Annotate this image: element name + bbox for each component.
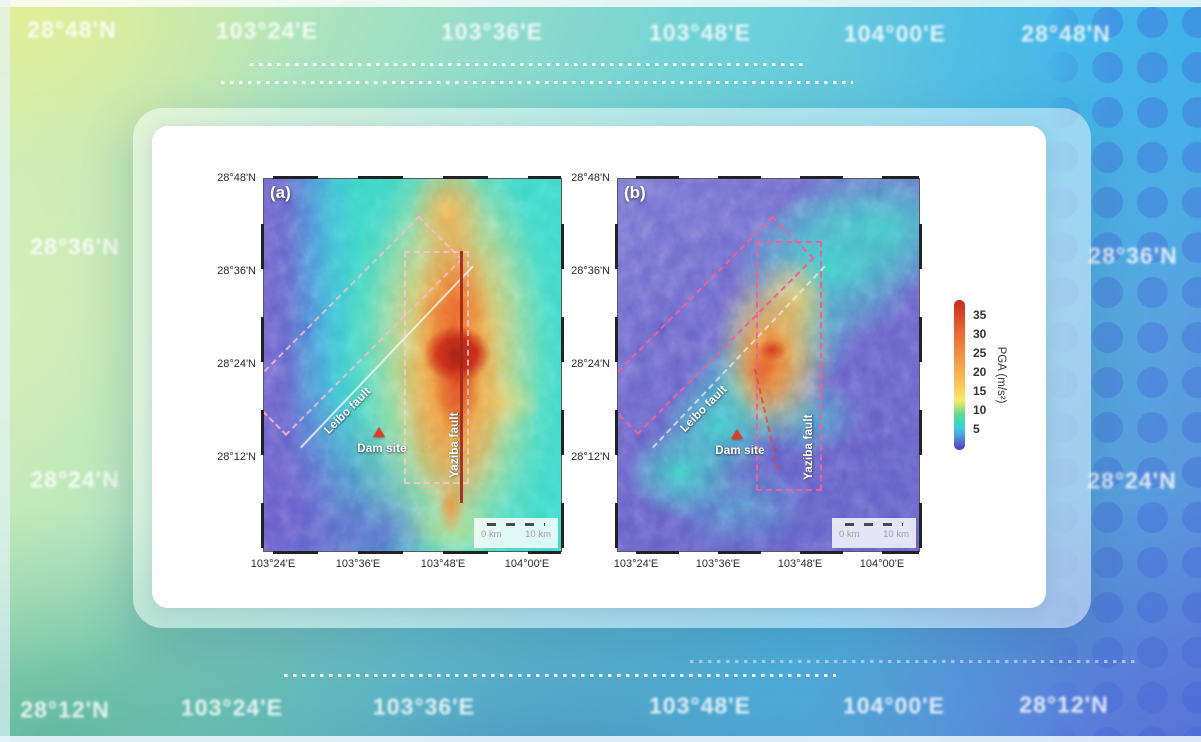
x-tick-label: 103°24'E bbox=[250, 558, 296, 570]
x-tick-label: 103°48'E bbox=[777, 558, 823, 570]
bg-coord-label: 28°12'N bbox=[20, 696, 110, 723]
bg-coord-label: 103°24'E bbox=[181, 694, 283, 721]
scale-bar: 0 km 10 km bbox=[832, 518, 916, 548]
panel-b-label: (b) bbox=[624, 183, 646, 202]
bg-coord-label: 28°12'N bbox=[1019, 691, 1109, 718]
bg-coord-label: 103°48'E bbox=[649, 19, 751, 46]
pga-colorbar bbox=[954, 300, 965, 450]
x-tick-label: 103°36'E bbox=[335, 558, 381, 570]
bg-dotted-line bbox=[284, 674, 836, 677]
colorbar-tick: 15 bbox=[973, 384, 987, 398]
frame-ticks-right bbox=[561, 224, 564, 550]
y-tick-label: 28°36'N bbox=[217, 265, 256, 277]
x-tick-label: 103°48'E bbox=[420, 558, 466, 570]
dam-site-marker-icon bbox=[731, 429, 743, 439]
bg-coord-label: 104°00'E bbox=[843, 692, 945, 719]
frame-ticks-bottom bbox=[273, 551, 561, 554]
bg-coord-label: 28°48'N bbox=[1021, 20, 1111, 47]
colorbar-tick: 25 bbox=[973, 346, 987, 360]
bg-dotted-line bbox=[250, 63, 808, 66]
scale-bar-ruler bbox=[487, 523, 545, 526]
bg-coord-label: 103°24'E bbox=[216, 17, 318, 44]
scale-bar-start: 0 km bbox=[481, 529, 502, 540]
bg-coord-label: 103°36'E bbox=[441, 18, 543, 45]
panel-a-label: (a) bbox=[270, 183, 291, 202]
dam-site-label: Dam site bbox=[357, 443, 407, 455]
background-dot-pattern bbox=[1040, 0, 1201, 742]
map-panel-a: Leibo fault Yaziba fault Dam site (a) 0 … bbox=[261, 176, 564, 554]
y-tick-label: 28°12'N bbox=[217, 451, 256, 463]
bg-dotted-line bbox=[690, 660, 1140, 663]
map-panel-b: Leibo fault Yaziba fault Dam site (b) 0 … bbox=[615, 176, 922, 554]
bg-coord-label: 28°36'N bbox=[1088, 242, 1178, 269]
pga-map-a: Leibo fault Yaziba fault Dam site (a) 0 … bbox=[263, 178, 562, 552]
bg-coord-label: 103°48'E bbox=[649, 692, 751, 719]
x-tick-label: 104°00'E bbox=[504, 558, 550, 570]
left-edge-strip bbox=[0, 0, 10, 742]
yaziba-fault-zone-box bbox=[756, 241, 822, 491]
bg-dotted-line bbox=[221, 81, 853, 84]
colorbar-tick: 10 bbox=[973, 403, 987, 417]
yaziba-fault-zone-box bbox=[404, 251, 469, 484]
figure-card: Leibo fault Yaziba fault Dam site (a) 0 … bbox=[152, 126, 1046, 608]
terrain-texture bbox=[264, 179, 561, 551]
x-tick-label: 103°36'E bbox=[695, 558, 741, 570]
frame-ticks-top bbox=[636, 176, 919, 179]
scale-bar: 0 km 10 km bbox=[474, 518, 558, 548]
dam-site-marker-icon bbox=[373, 427, 385, 437]
frame-ticks-top bbox=[273, 176, 561, 179]
frame-ticks-left bbox=[261, 224, 264, 550]
frame-ticks-bottom bbox=[636, 551, 919, 554]
colorbar-title: PGA (m/s²) bbox=[995, 346, 1007, 404]
bottom-edge-strip bbox=[0, 736, 1201, 742]
bg-coord-label: 28°48'N bbox=[27, 16, 117, 43]
scale-bar-end: 10 km bbox=[525, 529, 551, 540]
frame-ticks-left bbox=[615, 224, 618, 550]
bg-coord-label: 28°24'N bbox=[30, 466, 120, 493]
yaziba-fault-label: Yaziba fault bbox=[449, 412, 461, 478]
colorbar-tick: 20 bbox=[973, 365, 987, 379]
top-edge-strip bbox=[0, 0, 1201, 7]
y-tick-label: 28°48'N bbox=[217, 172, 256, 184]
bg-coord-label: 28°36'N bbox=[30, 233, 120, 260]
scale-bar-end: 10 km bbox=[883, 529, 909, 540]
colorbar-tick: 35 bbox=[973, 308, 987, 322]
y-tick-label: 28°48'N bbox=[571, 172, 610, 184]
y-tick-label: 28°24'N bbox=[217, 358, 256, 370]
scale-bar-start: 0 km bbox=[839, 529, 860, 540]
x-tick-label: 103°24'E bbox=[613, 558, 659, 570]
colorbar-tick: 5 bbox=[973, 422, 980, 436]
y-tick-label: 28°12'N bbox=[571, 451, 610, 463]
pga-map-b: Leibo fault Yaziba fault Dam site (b) 0 … bbox=[617, 178, 920, 552]
scale-bar-ruler bbox=[845, 523, 903, 526]
dam-site-label: Dam site bbox=[715, 445, 765, 457]
yaziba-fault-label: Yaziba fault bbox=[803, 414, 815, 480]
yaziba-fault-trace bbox=[460, 251, 463, 503]
y-tick-label: 28°36'N bbox=[571, 265, 610, 277]
x-tick-label: 104°00'E bbox=[859, 558, 905, 570]
bg-coord-label: 104°00'E bbox=[844, 20, 946, 47]
bg-coord-label: 28°24'N bbox=[1087, 467, 1177, 494]
frame-ticks-right bbox=[919, 224, 922, 550]
bg-coord-label: 103°36'E bbox=[373, 693, 475, 720]
colorbar-tick: 30 bbox=[973, 327, 987, 341]
y-tick-label: 28°24'N bbox=[571, 358, 610, 370]
